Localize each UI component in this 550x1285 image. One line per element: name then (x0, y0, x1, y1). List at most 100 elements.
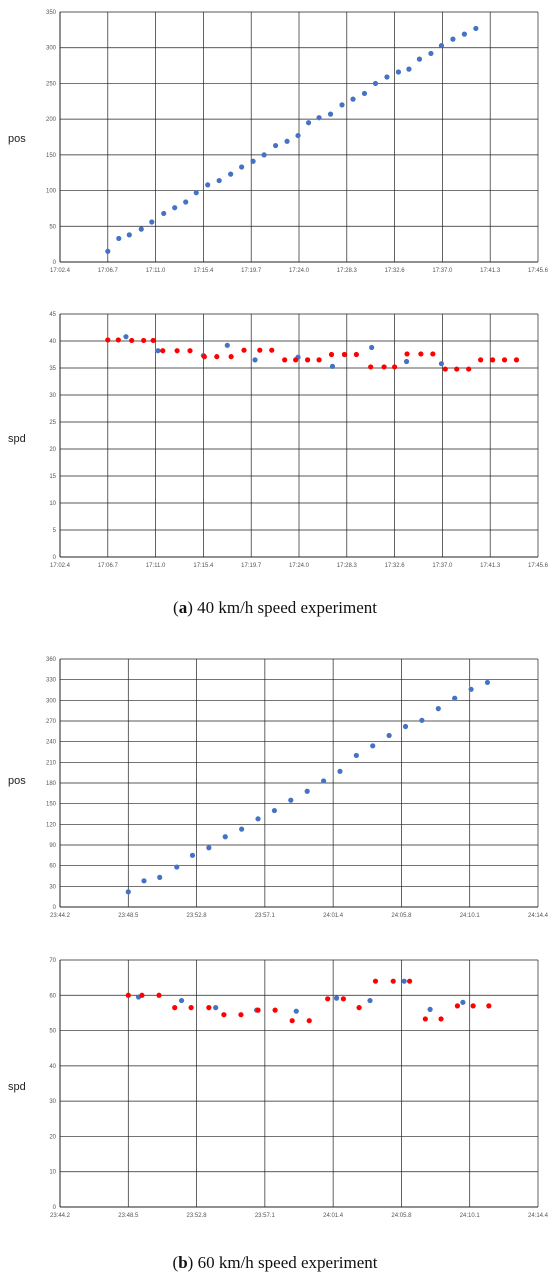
red-data-point (269, 347, 275, 353)
red-data-point (188, 1005, 194, 1011)
y-tick-label: 50 (49, 224, 56, 230)
blue-data-point (261, 152, 267, 158)
x-tick-label: 17:19.7 (241, 268, 262, 274)
blue-data-point (402, 723, 409, 730)
y-tick-label: 60 (49, 864, 56, 870)
x-tick-label: 17:06.7 (98, 563, 119, 569)
blue-data-point (295, 132, 301, 139)
red-data-point (150, 337, 156, 344)
red-data-point (160, 348, 166, 354)
caption-a-text: 40 km/h speed experiment (192, 598, 377, 617)
y-tick-label: 15 (49, 474, 56, 480)
x-tick-label: 17:24.0 (289, 563, 310, 569)
y-tick-label: 270 (46, 719, 57, 725)
red-data-point (438, 1016, 444, 1022)
blue-data-point (372, 80, 379, 87)
caption-b-text: 60 km/h speed experiment (193, 1253, 378, 1272)
red-data-point (172, 1005, 178, 1011)
red-data-point (353, 351, 359, 358)
x-tick-label: 17:11.0 (146, 563, 166, 569)
chart-b-pos: 0 30 60 90 120 150 180 210 240 270 300 330 360 23:44.… (8, 657, 549, 919)
blue-data-point (337, 768, 343, 774)
blue-data-point (395, 69, 402, 75)
blue-data-point (205, 182, 211, 188)
blue-data-point (484, 679, 491, 686)
red-data-point (272, 1007, 278, 1013)
blue-data-point (350, 96, 356, 102)
red-data-point (241, 347, 247, 353)
y-tick-label: 200 (46, 117, 57, 123)
blue-data-point (353, 752, 359, 759)
red-data-point (255, 1007, 261, 1013)
blue-data-point (174, 864, 180, 870)
red-data-point (325, 996, 331, 1002)
blue-data-point (386, 732, 392, 739)
blue-data-point (438, 361, 445, 367)
blue-data-point (428, 50, 434, 57)
y-tick-label: 330 (46, 678, 57, 684)
chart-b-spd: 0 10 20 30 40 50 60 70 23:44.2 23:48.5 23:52.8 23:5… (8, 958, 549, 1219)
y-tick-label: 10 (49, 501, 56, 507)
y-tick-label: 10 (49, 1170, 56, 1176)
x-tick-label: 24:14.4 (528, 1213, 549, 1219)
blue-data-point (161, 210, 167, 217)
red-data-point (486, 1003, 492, 1009)
x-tick-label: 23:52.8 (187, 1213, 208, 1219)
x-tick-label: 24:14.4 (528, 913, 549, 919)
y-tick-label: 5 (53, 528, 57, 534)
red-data-point (513, 357, 520, 363)
red-data-point (392, 364, 398, 370)
blue-data-point (126, 232, 132, 238)
red-data-point (328, 351, 335, 358)
red-data-point (489, 357, 496, 363)
x-tick-label: 24:10.1 (460, 913, 481, 919)
x-tick-label: 17:06.7 (98, 268, 119, 274)
red-data-point (442, 366, 448, 372)
blue-data-point (157, 874, 163, 880)
red-data-point (404, 351, 410, 357)
y-tick-label: 40 (49, 1064, 56, 1070)
y-tick-label: 30 (49, 393, 56, 399)
red-data-point (341, 351, 348, 358)
y-tick-label: 45 (49, 312, 56, 318)
blue-data-point (105, 248, 111, 254)
red-data-point (228, 354, 234, 360)
blue-data-point (183, 199, 189, 205)
y-tick-label: 0 (53, 905, 57, 911)
blue-data-point (427, 1006, 433, 1012)
x-tick-label: 24:10.1 (460, 1213, 481, 1219)
red-data-point (221, 1012, 227, 1018)
red-data-point (156, 992, 162, 998)
y-tick-label: 40 (49, 339, 56, 345)
blue-data-point (369, 344, 375, 351)
blue-data-point (305, 120, 312, 126)
red-data-point (478, 357, 484, 363)
red-data-point (129, 337, 135, 344)
x-tick-label: 17:19.7 (241, 563, 262, 569)
x-tick-label: 17:45.6 (528, 563, 549, 569)
y-tick-label: 90 (49, 843, 56, 849)
x-tick-label: 24:01.4 (323, 913, 344, 919)
x-tick-label: 23:44.2 (50, 913, 71, 919)
blue-data-point (320, 778, 327, 784)
y-tick-label: 0 (53, 260, 57, 266)
red-data-point (141, 337, 147, 344)
blue-data-point (125, 889, 131, 895)
x-tick-label: 23:48.5 (118, 913, 139, 919)
red-data-point (206, 1005, 212, 1011)
red-data-point (372, 978, 379, 984)
red-data-point (501, 357, 508, 363)
red-data-point (418, 351, 424, 357)
y-tick-label: 210 (46, 760, 57, 766)
blue-data-point (206, 845, 212, 851)
red-data-point (470, 1003, 476, 1009)
blue-data-point (178, 997, 185, 1004)
x-tick-label: 23:57.1 (255, 913, 276, 919)
blue-data-point (222, 834, 228, 840)
y-tick-label: 300 (46, 46, 57, 52)
blue-data-point (401, 978, 407, 984)
blue-data-point (461, 31, 467, 37)
y-tick-label: 30 (49, 1099, 56, 1105)
blue-data-point (384, 74, 390, 80)
red-data-point (422, 1016, 428, 1022)
